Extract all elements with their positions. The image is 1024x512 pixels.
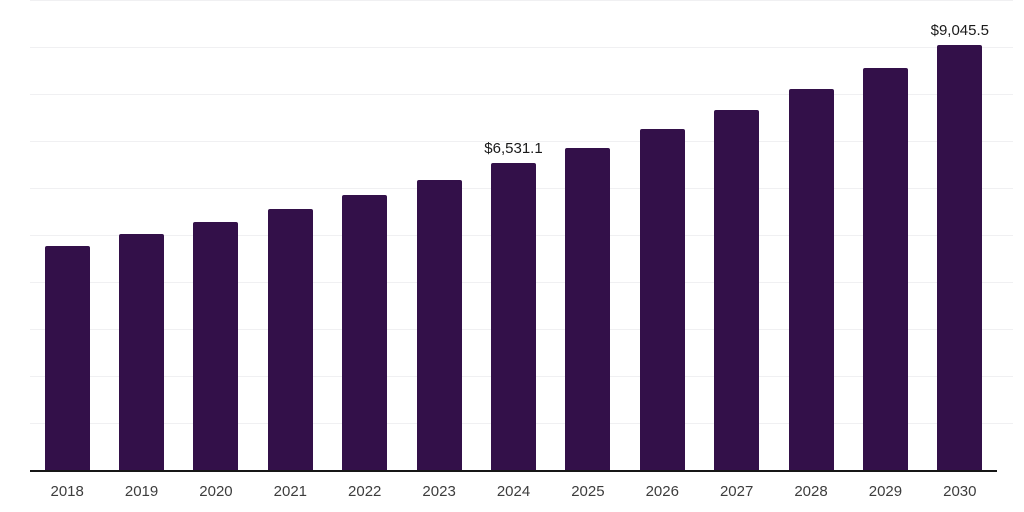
bar-2021[interactable] <box>267 209 313 470</box>
bar-2025[interactable] <box>565 147 611 470</box>
x-tick-label-2022: 2022 <box>348 483 382 500</box>
bar-2024[interactable] <box>491 163 536 470</box>
x-tick-label-2030: 2030 <box>943 483 977 500</box>
bar-value-label-2030: $9,045.5 <box>930 21 989 39</box>
bar-2019[interactable] <box>119 234 165 470</box>
x-tick-label-2027: 2027 <box>719 483 754 500</box>
x-tick-label-2026: 2026 <box>645 483 679 500</box>
gridline-7000 <box>30 141 1013 142</box>
x-tick-label-2028: 2028 <box>794 483 828 500</box>
bar-2028[interactable] <box>788 88 834 470</box>
x-tick-label-2018: 2018 <box>50 483 84 500</box>
bar-2022[interactable] <box>342 194 388 470</box>
bar-2020[interactable] <box>193 221 239 470</box>
bar-2018[interactable] <box>44 246 90 470</box>
x-tick-label-2023: 2023 <box>422 483 456 500</box>
x-tick-label-2025: 2025 <box>571 483 605 500</box>
x-tick-label-2020: 2020 <box>199 483 233 500</box>
bar-2026[interactable] <box>639 128 685 470</box>
gridline-10000 <box>30 0 1013 1</box>
x-tick-label-2029: 2029 <box>868 483 903 500</box>
x-tick-label-2019: 2019 <box>124 483 159 500</box>
x-tick-label-2024: 2024 <box>496 483 531 500</box>
gridline-9000 <box>30 47 1013 48</box>
bar-2027[interactable] <box>714 109 760 470</box>
bar-2023[interactable] <box>416 179 462 470</box>
gridline-8000 <box>30 94 1013 95</box>
plot-area: 2018 2019 2020 2021 2022 2023 $6,531.1 2024 2025… <box>30 0 1013 500</box>
bar-2029[interactable] <box>862 68 908 470</box>
bar-2030[interactable] <box>937 44 983 470</box>
x-tick-label-2021: 2021 <box>273 483 308 500</box>
bar-value-label-2024: $6,531.1 <box>484 140 543 158</box>
